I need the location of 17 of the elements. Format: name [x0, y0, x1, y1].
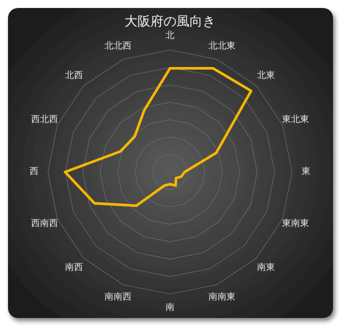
spoke-label: 西南西: [30, 218, 58, 230]
spoke-label: 東北東: [282, 114, 310, 125]
spoke-label: 西北西: [30, 114, 58, 125]
spoke-label: 東: [302, 166, 310, 177]
spoke-label: 南南東: [208, 292, 236, 303]
chart-title: 大阪府の風向き: [124, 14, 216, 30]
spoke-label: 南: [166, 302, 174, 313]
spoke-label: 南東: [257, 262, 276, 274]
spoke-label: 北北東: [208, 40, 236, 52]
spoke-label: 北東: [257, 70, 276, 81]
spoke-label: 南南西: [104, 292, 132, 303]
spoke-label: 東南東: [282, 218, 310, 230]
spoke-label: 北: [166, 30, 174, 41]
spoke-label: 北西: [64, 70, 83, 81]
spoke-label: 北北西: [104, 40, 132, 52]
spoke-label: 西: [30, 167, 38, 177]
spoke-label: 南西: [64, 262, 83, 274]
